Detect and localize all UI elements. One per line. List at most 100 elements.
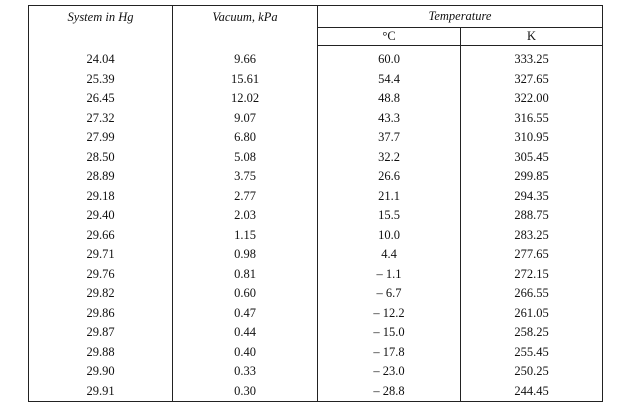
subheader-cell: °C <box>317 27 461 46</box>
table-cell: 60.0 <box>317 45 461 70</box>
table-row: 24.04 9.66 60.0 333.25 <box>28 45 603 70</box>
table-cell: – 12.2 <box>317 303 461 323</box>
table-cell: 0.81 <box>172 264 318 284</box>
table-row: 27.99 6.80 37.7 310.95 <box>28 128 603 148</box>
table-cell: 29.90 <box>28 362 173 382</box>
table-cell: 244.45 <box>460 381 603 402</box>
table-cell: 322.00 <box>460 89 603 109</box>
table-row: 29.90 0.33– 23.0 250.25 <box>28 362 603 382</box>
table-cell: 3.75 <box>172 167 318 187</box>
table-cell: – 23.0 <box>317 362 461 382</box>
table-cell: 333.25 <box>460 45 603 70</box>
table-cell: 32.2 <box>317 147 461 167</box>
table-cell: 1.15 <box>172 225 318 245</box>
table-cell: 12.02 <box>172 89 318 109</box>
table-row: 29.87 0.44– 15.0 258.25 <box>28 323 603 343</box>
header-row: System in Hg Vacuum, kPa Temperature <box>28 5 603 46</box>
table-row: 29.66 1.15 10.0 283.25 <box>28 225 603 245</box>
table-row: 29.82 0.60– 6.7 266.55 <box>28 284 603 304</box>
table-cell: 21.1 <box>317 186 461 206</box>
table-cell: 294.35 <box>460 186 603 206</box>
table-cell: 305.45 <box>460 147 603 167</box>
table-cell: 258.25 <box>460 323 603 343</box>
subheader-cell: K <box>460 27 603 46</box>
header-cell: System in Hg <box>28 5 173 46</box>
table-cell: 2.77 <box>172 186 318 206</box>
table-cell: 29.71 <box>28 245 173 265</box>
table-row: 29.86 0.47– 12.2 261.05 <box>28 303 603 323</box>
table-cell: – 15.0 <box>317 323 461 343</box>
table-cell: 261.05 <box>460 303 603 323</box>
table-row: 26.45 12.02 48.8 322.00 <box>28 89 603 109</box>
table-cell: 316.55 <box>460 108 603 128</box>
table-cell: 10.0 <box>317 225 461 245</box>
table-cell: 25.39 <box>28 69 173 89</box>
table-row: 29.91 0.30– 28.8 244.45 <box>28 381 603 402</box>
table-cell: 54.4 <box>317 69 461 89</box>
table-cell: 0.47 <box>172 303 318 323</box>
table-cell: 29.18 <box>28 186 173 206</box>
table-cell: – 1.1 <box>317 264 461 284</box>
table-cell: 43.3 <box>317 108 461 128</box>
header-cell: Vacuum, kPa <box>172 5 318 46</box>
table-cell: 29.40 <box>28 206 173 226</box>
table-cell: 250.25 <box>460 362 603 382</box>
table-body: 24.04 9.66 60.0 333.25 25.39 15.61 54.4 327.65 2… <box>28 45 603 402</box>
table-row: 25.39 15.61 54.4 327.65 <box>28 69 603 89</box>
table-cell: 26.6 <box>317 167 461 187</box>
table-row: 28.89 3.75 26.6 299.85 <box>28 167 603 187</box>
table-row: 29.71 0.98 4.4 277.65 <box>28 245 603 265</box>
table-cell: 327.65 <box>460 69 603 89</box>
table-cell: 5.08 <box>172 147 318 167</box>
table-cell: 27.32 <box>28 108 173 128</box>
table-row: 27.32 9.07 43.3 316.55 <box>28 108 603 128</box>
table-cell: 48.8 <box>317 89 461 109</box>
table-cell: 24.04 <box>28 45 173 70</box>
table-cell: – 6.7 <box>317 284 461 304</box>
header-cell: Temperature <box>317 5 603 28</box>
table-cell: 277.65 <box>460 245 603 265</box>
table-cell: 28.50 <box>28 147 173 167</box>
table-row: 29.88 0.40– 17.8 255.45 <box>28 342 603 362</box>
table-cell: 4.4 <box>317 245 461 265</box>
table-container: System in Hg Vacuum, kPa Temperature °C … <box>28 5 603 402</box>
table-cell: 15.5 <box>317 206 461 226</box>
table-cell: – 17.8 <box>317 342 461 362</box>
table-cell: 29.91 <box>28 381 173 402</box>
table-cell: 266.55 <box>460 284 603 304</box>
table-cell: 0.98 <box>172 245 318 265</box>
table-cell: 0.33 <box>172 362 318 382</box>
table-cell: 0.40 <box>172 342 318 362</box>
table-cell: 9.07 <box>172 108 318 128</box>
table-cell: 29.86 <box>28 303 173 323</box>
table-row: 29.76 0.81– 1.1 272.15 <box>28 264 603 284</box>
table-cell: 27.99 <box>28 128 173 148</box>
table-cell: 37.7 <box>317 128 461 148</box>
table-cell: 0.60 <box>172 284 318 304</box>
table-cell: 29.66 <box>28 225 173 245</box>
table-cell: 2.03 <box>172 206 318 226</box>
table-cell: 283.25 <box>460 225 603 245</box>
table-cell: 310.95 <box>460 128 603 148</box>
table-row: 28.50 5.08 32.2 305.45 <box>28 147 603 167</box>
table-cell: 299.85 <box>460 167 603 187</box>
table-row: 29.40 2.03 15.5 288.75 <box>28 206 603 226</box>
subheader-row: °C K <box>29 27 603 46</box>
table-cell: 26.45 <box>28 89 173 109</box>
table-cell: – 28.8 <box>317 381 461 402</box>
table-head: System in Hg Vacuum, kPa Temperature °C … <box>28 5 603 46</box>
temperature-table: System in Hg Vacuum, kPa Temperature °C … <box>28 5 603 402</box>
table-row: 29.18 2.77 21.1 294.35 <box>28 186 603 206</box>
table-cell: 29.76 <box>28 264 173 284</box>
table-cell: 6.80 <box>172 128 318 148</box>
table-cell: 0.44 <box>172 323 318 343</box>
table-cell: 288.75 <box>460 206 603 226</box>
table-cell: 29.82 <box>28 284 173 304</box>
table-cell: 9.66 <box>172 45 318 70</box>
table-cell: 0.30 <box>172 381 318 402</box>
table-cell: 15.61 <box>172 69 318 89</box>
table-cell: 29.87 <box>28 323 173 343</box>
table-cell: 28.89 <box>28 167 173 187</box>
table-cell: 29.88 <box>28 342 173 362</box>
